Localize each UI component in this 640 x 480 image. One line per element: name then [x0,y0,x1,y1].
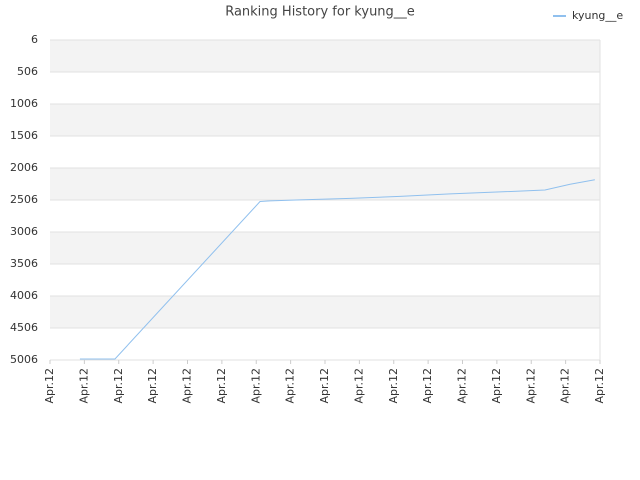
x-tick-label: Apr.12 [318,368,331,404]
y-tick-label: 2506 [10,193,38,206]
band [50,296,600,328]
y-tick-label: 3506 [10,257,38,270]
band [50,168,600,200]
x-tick-label: Apr.12 [249,368,262,404]
x-tick-label: Apr.12 [524,368,537,404]
x-tick-label: Apr.12 [490,368,503,404]
y-tick-label: 6 [31,33,38,46]
y-tick-label: 4006 [10,289,38,302]
y-tick-label: 2006 [10,161,38,174]
x-tick-label: Apr.12 [112,368,125,404]
y-tick-label: 506 [17,65,38,78]
band [50,104,600,136]
y-tick-label: 1006 [10,97,38,110]
x-tick-label: Apr.12 [421,368,434,404]
band [50,232,600,264]
x-tick-label: Apr.12 [456,368,469,404]
y-tick-label: 4506 [10,321,38,334]
y-tick-label: 1506 [10,129,38,142]
band [50,40,600,72]
y-tick-label: 3006 [10,225,38,238]
x-tick-label: Apr.12 [593,368,606,404]
x-tick-label: Apr.12 [284,368,297,404]
x-tick-label: Apr.12 [352,368,365,404]
chart-title: Ranking History for kyung__e [225,5,415,20]
y-tick-label: 5006 [10,353,38,366]
x-tick-label: Apr.12 [146,368,159,404]
x-tick-label: Apr.12 [215,368,228,404]
x-tick-label: Apr.12 [387,368,400,404]
x-tick-label: Apr.12 [43,368,56,404]
line [79,179,595,360]
x-tick-label: Apr.12 [181,368,194,404]
x-tick-label: Apr.12 [77,368,90,404]
legend-label: kyung__e [572,9,623,22]
x-tick-label: Apr.12 [559,368,572,404]
